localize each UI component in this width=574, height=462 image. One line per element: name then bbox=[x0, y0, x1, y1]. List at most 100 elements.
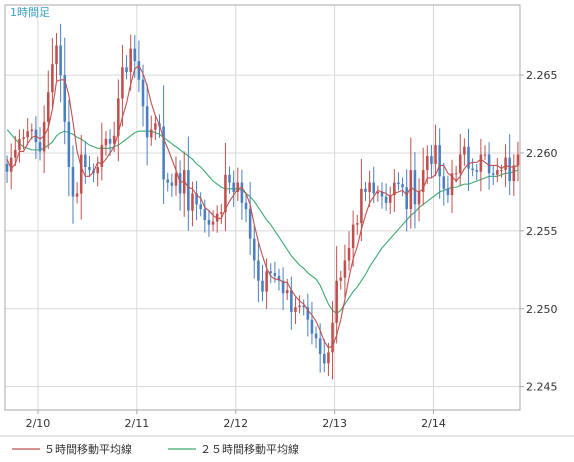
candle bbox=[42, 105, 46, 174]
candle bbox=[467, 128, 470, 191]
candle bbox=[248, 181, 252, 255]
ma5-layer bbox=[6, 64, 519, 349]
candle-body bbox=[211, 221, 215, 225]
candle-body bbox=[384, 196, 388, 203]
candle bbox=[75, 182, 79, 204]
candle bbox=[269, 263, 273, 284]
candle-body bbox=[454, 173, 458, 175]
candle bbox=[454, 165, 458, 183]
candle bbox=[471, 158, 474, 177]
candle bbox=[388, 186, 392, 215]
candle bbox=[438, 128, 441, 199]
candle-body bbox=[55, 45, 58, 65]
candle-body bbox=[310, 319, 314, 334]
candle-body bbox=[117, 98, 120, 136]
candle bbox=[290, 276, 293, 330]
candle-body bbox=[360, 188, 363, 224]
candle bbox=[261, 264, 264, 302]
x-tick-label: 2/11 bbox=[124, 417, 149, 430]
candle bbox=[310, 301, 314, 345]
candle bbox=[30, 123, 34, 140]
candle bbox=[516, 141, 520, 182]
candle bbox=[512, 154, 516, 196]
candle bbox=[376, 185, 380, 202]
y-tick-label: 2.265 bbox=[526, 69, 558, 82]
candle bbox=[22, 129, 25, 150]
candle bbox=[298, 295, 301, 314]
candle-body bbox=[450, 173, 454, 196]
candle bbox=[236, 167, 240, 201]
candle bbox=[302, 299, 305, 316]
candle-body bbox=[318, 338, 322, 354]
candle-body bbox=[100, 145, 104, 167]
candle-body bbox=[397, 182, 400, 185]
candle bbox=[63, 37, 67, 145]
candle-body bbox=[463, 146, 466, 155]
candle-body bbox=[174, 173, 178, 186]
x-tick-label: 2/12 bbox=[223, 417, 248, 430]
candle bbox=[195, 180, 198, 221]
candle-body bbox=[232, 182, 235, 192]
candle-body bbox=[409, 170, 413, 210]
candle bbox=[380, 182, 384, 209]
candle-body bbox=[257, 260, 260, 281]
ma5-series-line bbox=[6, 64, 519, 349]
candle-body bbox=[405, 187, 408, 210]
candle bbox=[450, 159, 454, 213]
candle-body bbox=[265, 271, 268, 292]
candle-body bbox=[42, 121, 46, 152]
candle bbox=[368, 170, 371, 207]
candle-body bbox=[67, 121, 71, 167]
candle bbox=[215, 205, 219, 233]
candle bbox=[125, 55, 128, 80]
candle-body bbox=[30, 129, 34, 132]
candle bbox=[224, 143, 227, 232]
x-tick-label: 2/14 bbox=[421, 417, 446, 430]
candle-body bbox=[355, 223, 359, 225]
candle bbox=[26, 118, 29, 146]
candle bbox=[166, 172, 170, 192]
legend-label-ma5: ５時間移動平均線 bbox=[44, 442, 132, 456]
candle-body bbox=[306, 307, 310, 320]
candle-body bbox=[108, 138, 112, 144]
candle-body bbox=[380, 191, 384, 197]
candle bbox=[393, 169, 396, 212]
candle-body bbox=[26, 131, 29, 138]
y-tick-label: 2.245 bbox=[526, 381, 558, 394]
candle bbox=[483, 145, 487, 161]
candle-body bbox=[71, 167, 75, 197]
candle bbox=[117, 79, 120, 162]
candle bbox=[79, 134, 83, 220]
candle-body bbox=[125, 67, 128, 72]
candle-body bbox=[46, 92, 50, 122]
candle-body bbox=[413, 170, 417, 205]
candle bbox=[211, 210, 215, 232]
candle-body bbox=[228, 174, 231, 183]
candle-body bbox=[18, 138, 21, 150]
candle bbox=[104, 131, 108, 156]
candle bbox=[38, 127, 42, 161]
candle-body bbox=[294, 307, 297, 312]
candle-body bbox=[84, 154, 87, 167]
candle bbox=[220, 203, 223, 225]
x-axis-ticks: 2/10 2/11 2/12 2/13 2/14 bbox=[26, 410, 446, 430]
candle bbox=[14, 135, 17, 167]
candle-body bbox=[401, 184, 404, 188]
candle-body bbox=[442, 176, 446, 189]
candle-body bbox=[195, 193, 198, 205]
candle bbox=[55, 33, 58, 81]
candle-body bbox=[75, 193, 79, 197]
candle bbox=[294, 297, 297, 325]
candle bbox=[108, 129, 112, 156]
candle bbox=[479, 138, 483, 192]
candle-body bbox=[9, 157, 13, 172]
candle-body bbox=[14, 149, 17, 158]
candle-body bbox=[438, 145, 441, 177]
candle bbox=[244, 192, 248, 223]
candle-body bbox=[166, 179, 170, 183]
candle-body bbox=[281, 280, 285, 294]
candle-body bbox=[285, 290, 289, 294]
candle-body bbox=[393, 182, 396, 196]
candle-body bbox=[244, 202, 248, 210]
candle-body bbox=[347, 248, 351, 261]
